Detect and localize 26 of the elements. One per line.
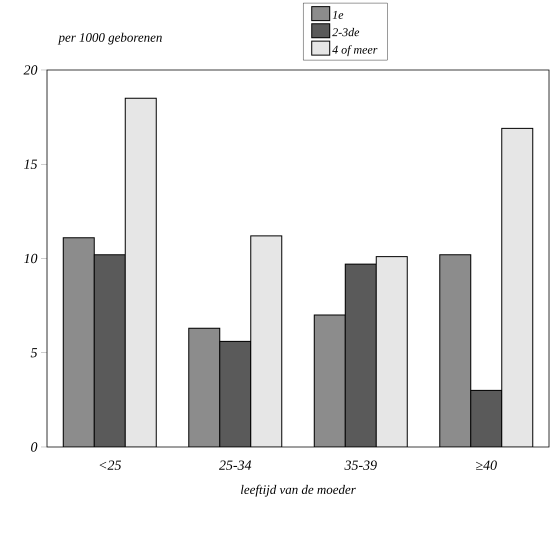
legend-label: 4 of meer [332, 45, 378, 56]
y-tick-label: 20 [24, 65, 38, 75]
bar [439, 254, 472, 447]
x-axis-title: leeftijd van de moeder [240, 484, 356, 497]
bar [376, 256, 408, 447]
bar [501, 128, 534, 447]
y-tick-label: 0 [31, 442, 38, 452]
legend-label: 1e [332, 10, 344, 19]
bar [125, 98, 156, 447]
y-tick-label: 5 [30, 348, 38, 358]
bar [188, 328, 220, 447]
legend-label: 2-3de [332, 28, 360, 36]
y-tick-label: 15 [24, 160, 38, 169]
bar [314, 315, 346, 447]
x-tick-label: ≥40 [476, 460, 497, 470]
x-tick-label: 25-34 [218, 460, 252, 470]
bar [470, 390, 502, 447]
x-tick-label: 35-39 [344, 460, 377, 470]
bar [220, 341, 251, 447]
bar [63, 238, 94, 447]
bar [94, 254, 126, 447]
y-axis-title: per 1000 geborenen [58, 32, 162, 44]
bar [345, 264, 376, 447]
x-tick-label: <25 [100, 460, 122, 470]
bar [250, 236, 282, 447]
y-tick-label: 10 [24, 254, 38, 264]
